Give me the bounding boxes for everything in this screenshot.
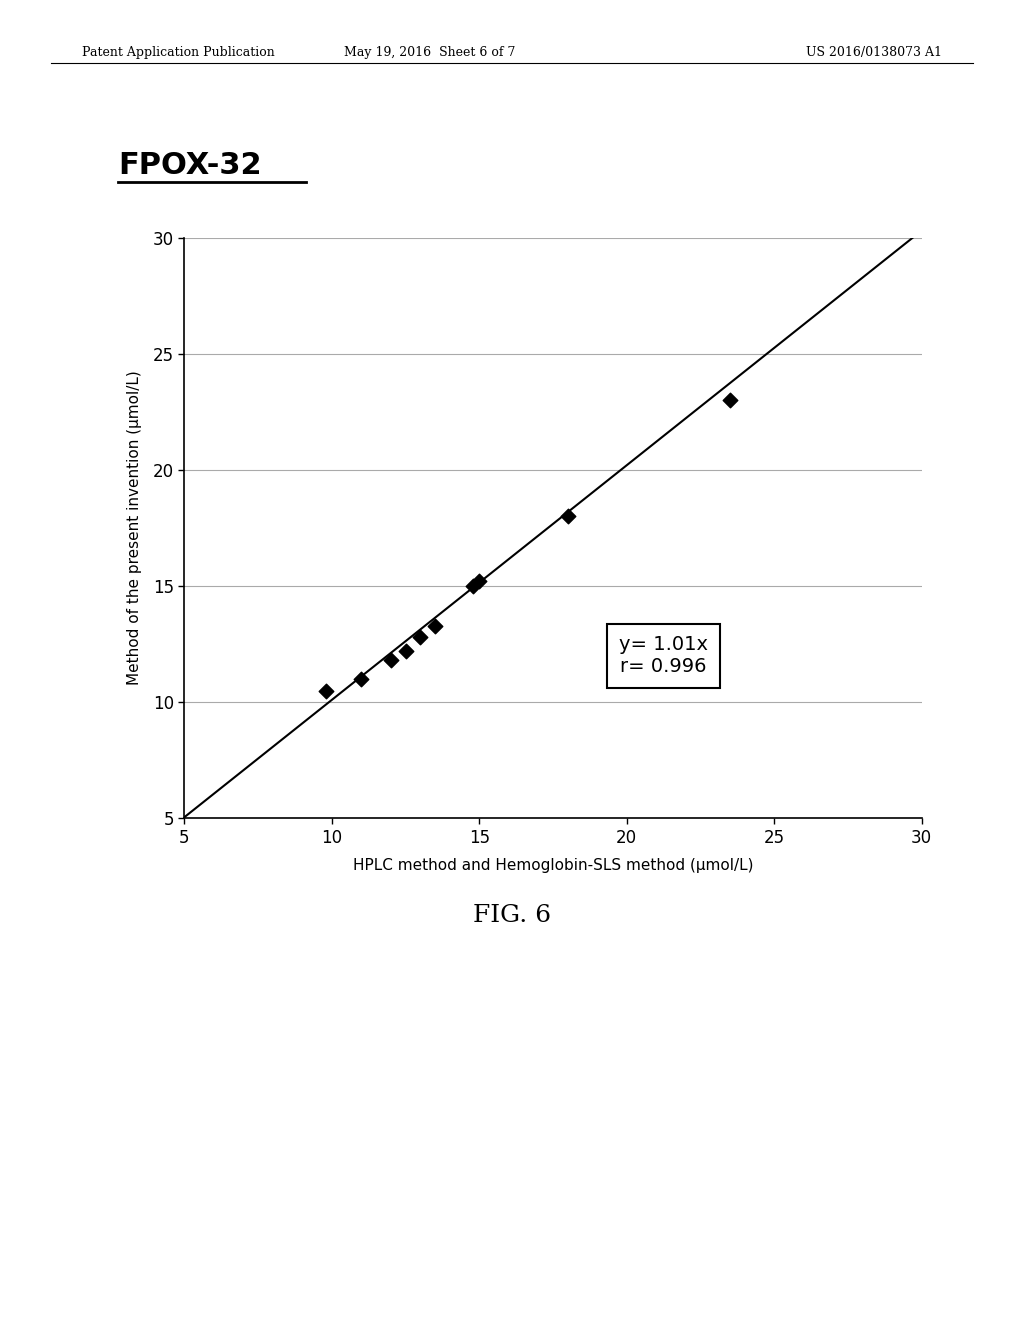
Point <box>317 680 334 701</box>
Point <box>427 615 443 636</box>
Point <box>397 640 414 661</box>
Text: FIG. 6: FIG. 6 <box>473 904 551 927</box>
Point <box>36 902 48 917</box>
Text: Patent Application Publication: Patent Application Publication <box>82 46 274 59</box>
Point <box>471 570 487 591</box>
Point <box>353 668 370 689</box>
Text: US 2016/0138073 A1: US 2016/0138073 A1 <box>806 46 942 59</box>
X-axis label: HPLC method and Hemoglobin-SLS method (μmol/L): HPLC method and Hemoglobin-SLS method (μ… <box>352 858 754 873</box>
Point <box>559 506 575 527</box>
Text: y= 1.01x
r= 0.996: y= 1.01x r= 0.996 <box>620 635 708 676</box>
Point <box>383 649 399 671</box>
Point <box>465 576 481 597</box>
Text: FPOX-32: FPOX-32 <box>118 150 261 180</box>
Y-axis label: Method of the present invention (μmol/L): Method of the present invention (μmol/L) <box>127 371 141 685</box>
Point <box>412 627 428 648</box>
Point <box>722 389 738 411</box>
Text: May 19, 2016  Sheet 6 of 7: May 19, 2016 Sheet 6 of 7 <box>344 46 516 59</box>
Point <box>28 902 40 917</box>
